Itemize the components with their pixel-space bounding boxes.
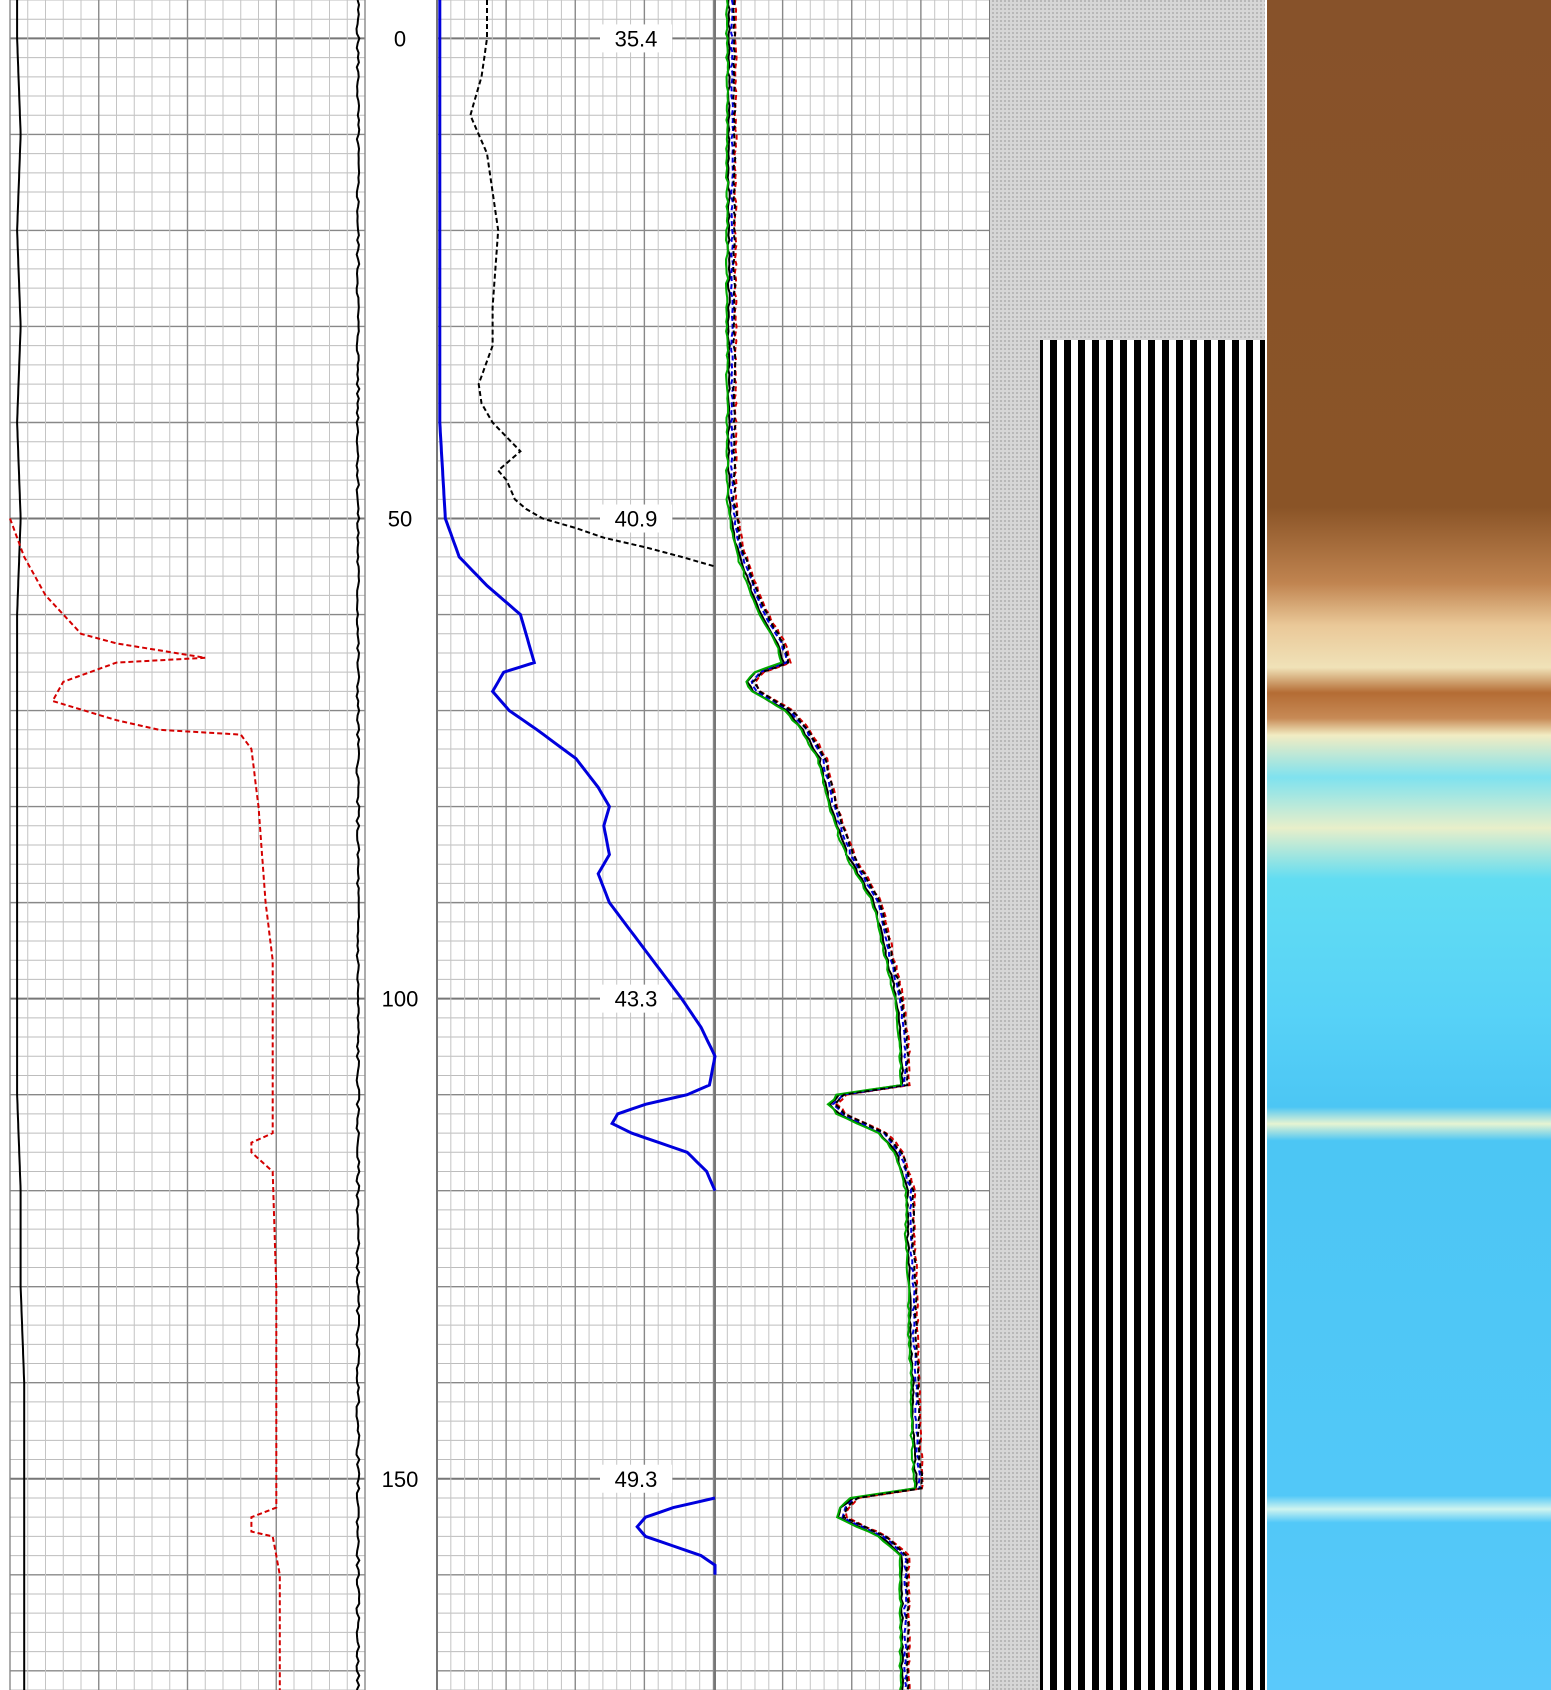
colormap-track [1267,0,1551,1690]
track1-curve [355,0,361,1690]
depth-label-bg [368,504,434,533]
marker-label-bg [600,24,672,53]
depth-tick-label: 100 [382,987,419,1012]
depth-marker-label: 49.3 [615,1467,658,1492]
vdl-waveform [1040,340,1265,1690]
depth-marker-label: 40.9 [615,507,658,532]
depth-label-bg [368,984,434,1013]
track1-curve [9,518,281,1690]
track2-curve [438,0,717,1192]
grid-lines [9,0,991,1690]
image-tracks [990,0,1551,1690]
track3-curve [724,0,917,1690]
depth-axis: 0 50 100 150 [368,24,434,1493]
depth-tick-label: 0 [394,26,406,51]
depth-tick-label: 50 [388,507,412,532]
marker-label-bg [600,504,672,533]
track1-curve [16,0,26,1690]
marker-label-bg [600,984,672,1013]
curves [9,0,924,1690]
marker-label-bg [600,1464,672,1493]
track3-curve [729,0,922,1690]
depth-marker-label: 35.4 [615,26,658,51]
track2-curve [469,0,716,568]
track3-curve [732,0,924,1690]
track2-curve [635,1496,717,1575]
depth-tick-label: 150 [382,1467,419,1492]
depth-label-bg [368,1464,434,1493]
depth-marker-label: 43.3 [615,987,658,1012]
depth-marker-labels: 35.4 40.9 43.3 49.3 [600,24,672,1493]
track3-curve [726,0,918,1690]
depth-label-bg [368,24,434,53]
